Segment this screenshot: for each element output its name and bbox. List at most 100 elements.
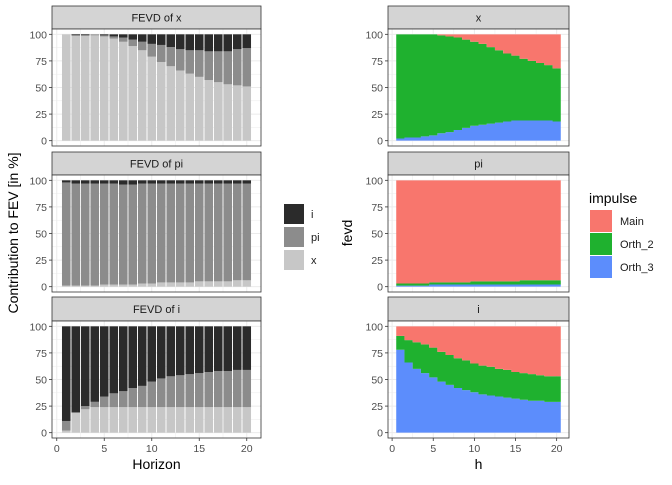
bar-pi-h11 <box>156 44 166 62</box>
bar-i-h18 <box>223 180 233 184</box>
x-tick-label: 5 <box>430 443 436 455</box>
bar-x-h10 <box>147 56 157 141</box>
bar-x-h1 <box>61 285 71 287</box>
facet-strip <box>387 296 570 322</box>
bar-x-h6 <box>109 38 119 141</box>
bar-pi-h9 <box>137 385 147 408</box>
bar-x-h12 <box>166 66 176 141</box>
bar-pi-h19 <box>232 183 242 281</box>
facet-title: pi <box>474 159 483 171</box>
x-tick-label: 10 <box>146 443 158 455</box>
bar-x-h20 <box>242 280 252 287</box>
bar-pi-h12 <box>166 47 176 67</box>
y-tick-label: 0 <box>377 282 383 294</box>
bar-x-h15 <box>194 76 204 141</box>
legend-label: Main <box>620 216 644 228</box>
bar-i-h16 <box>204 180 214 184</box>
y-tick-label: 75 <box>35 56 47 68</box>
x-axis-title: Horizon <box>132 456 180 472</box>
bar-pi-h8 <box>128 184 138 285</box>
bar-i-h11 <box>156 180 166 184</box>
bar-pi-h14 <box>185 374 195 408</box>
y-tick-label: 100 <box>29 175 47 187</box>
x-tick-label: 15 <box>510 443 522 455</box>
bar-i-h12 <box>166 34 176 48</box>
bar-pi-h5 <box>99 35 109 37</box>
bar-i-h18 <box>223 326 233 371</box>
bar-x-h15 <box>194 281 204 287</box>
bar-pi-h3 <box>80 406 90 410</box>
bar-x-h19 <box>232 407 242 433</box>
bar-pi-h15 <box>194 183 204 282</box>
bar-x-h16 <box>204 281 214 287</box>
panel-6: i 0 25 50 75 100 0 5 10 15 20 h <box>365 296 570 472</box>
bar-pi-h7 <box>118 391 128 408</box>
bar-x-h13 <box>175 407 185 433</box>
y-tick-label: 0 <box>377 428 383 440</box>
facet-strip <box>51 296 262 322</box>
bar-x-h2 <box>71 285 81 287</box>
bar-i-h17 <box>213 34 223 52</box>
bar-i-h20 <box>242 180 252 184</box>
bar-x-h17 <box>213 82 223 141</box>
bar-pi-h4 <box>90 34 100 36</box>
bar-i-h11 <box>156 326 166 379</box>
bar-i-h13 <box>175 180 185 184</box>
bar-x-h20 <box>242 407 252 433</box>
area-Orth_3 <box>396 284 561 287</box>
y-tick-label: 25 <box>35 401 47 413</box>
bar-x-h1 <box>61 34 71 141</box>
bar-pi-h5 <box>99 183 109 285</box>
y-tick-label: 25 <box>371 255 383 267</box>
bar-x-h9 <box>137 283 147 287</box>
area-Main <box>396 34 561 69</box>
bar-pi-h6 <box>109 36 119 39</box>
y-tick-label: 50 <box>35 229 47 241</box>
bar-pi-h20 <box>242 48 252 87</box>
facet-title: FEVD of pi <box>130 159 183 171</box>
x-tick-label: 0 <box>54 443 60 455</box>
x-tick-label: 0 <box>389 443 395 455</box>
bar-i-h3 <box>80 34 90 36</box>
bar-pi-h11 <box>156 378 166 408</box>
legend-right: impulse Main Orth_2 Orth_3 <box>589 190 654 278</box>
bar-i-h13 <box>175 326 185 376</box>
facet-title: FEVD of i <box>133 304 180 316</box>
bar-pi-h1 <box>61 420 71 431</box>
bar-i-h7 <box>118 180 128 185</box>
bar-pi-h18 <box>223 183 233 282</box>
area-Main <box>396 180 561 284</box>
bar-pi-h16 <box>204 183 214 282</box>
bar-i-h6 <box>109 34 119 37</box>
legend-label: Orth_2 <box>620 239 654 251</box>
bar-x-h18 <box>223 84 233 141</box>
facet-title: FEVD of x <box>131 13 182 25</box>
bar-pi-h18 <box>223 370 233 408</box>
bar-i-h14 <box>185 34 195 51</box>
legend-key-Orth_3 <box>590 256 612 278</box>
bar-pi-h15 <box>194 373 204 408</box>
bar-x-h17 <box>213 407 223 433</box>
bar-i-h16 <box>204 326 214 373</box>
bar-i-h17 <box>213 180 223 184</box>
bar-pi-h11 <box>156 183 166 283</box>
bar-x-h12 <box>166 407 176 433</box>
legend-key-x <box>284 250 304 270</box>
bar-pi-h6 <box>109 393 119 408</box>
bar-x-h1 <box>61 430 71 433</box>
panel-5: pi 0 25 50 75 100 fevd <box>339 151 570 294</box>
y-tick-label: 50 <box>35 375 47 387</box>
bar-i-h4 <box>90 180 100 184</box>
y-tick-label: 25 <box>35 255 47 267</box>
bar-pi-h12 <box>166 183 176 283</box>
x-tick-label: 20 <box>551 443 563 455</box>
bar-x-h11 <box>156 282 166 287</box>
bar-x-h3 <box>80 35 90 141</box>
bar-pi-h8 <box>128 39 138 47</box>
area-Orth_2 <box>396 335 561 402</box>
bar-pi-h15 <box>194 50 204 77</box>
bar-i-h14 <box>185 326 195 375</box>
bar-pi-h5 <box>99 396 109 408</box>
legend-key-Main <box>590 210 612 232</box>
y-tick-label: 25 <box>35 109 47 121</box>
